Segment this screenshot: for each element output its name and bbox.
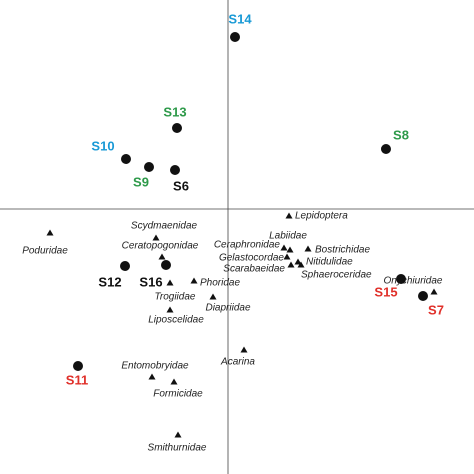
taxon-label: Labiidae [269, 231, 307, 242]
taxon-label: Acarina [220, 357, 255, 368]
sample-marker [170, 165, 180, 175]
taxon-marker [170, 378, 178, 385]
taxon-label: Diapriidae [205, 303, 250, 314]
taxon-label: Scarabaeidae [223, 264, 285, 275]
taxon-label: Ceraphronidae [214, 240, 281, 251]
sample-marker [230, 32, 240, 42]
sample-marker [381, 144, 391, 154]
sample-marker [396, 274, 406, 284]
taxon-label: Formicidae [153, 389, 203, 400]
taxon-label: Lepidoptera [295, 211, 348, 222]
taxon-marker [209, 293, 217, 300]
taxon-marker [286, 246, 294, 253]
sample-label: S10 [91, 138, 114, 153]
taxon-marker [283, 253, 291, 260]
sample-marker [161, 260, 171, 270]
taxon-marker [240, 346, 248, 353]
sample-label: S8 [393, 127, 409, 142]
taxon-marker [174, 431, 182, 438]
sample-label: S14 [228, 11, 252, 26]
taxon-label: Liposcelidae [148, 315, 204, 326]
taxon-label: Trogiidae [155, 292, 196, 303]
taxon-marker [285, 212, 293, 219]
taxon-label: Onychiuridae [384, 276, 443, 287]
taxon-label: Smithurnidae [148, 443, 207, 454]
taxon-marker [166, 306, 174, 313]
taxon-label: Gelastocordae [219, 253, 284, 264]
taxon-label: Poduridae [22, 246, 68, 257]
taxon-marker [166, 279, 174, 286]
sample-label: S9 [133, 174, 149, 189]
sample-label: S13 [163, 104, 186, 119]
sample-marker [73, 361, 83, 371]
sample-label: S16 [139, 274, 162, 289]
taxon-marker [46, 229, 54, 236]
taxon-label: Nitidulidae [306, 257, 353, 268]
sample-marker [418, 291, 428, 301]
sample-marker [120, 261, 130, 271]
taxon-marker [297, 261, 305, 268]
taxon-marker [152, 234, 160, 241]
taxon-marker [430, 288, 438, 295]
taxon-marker [304, 245, 312, 252]
sample-marker [121, 154, 131, 164]
taxon-marker [190, 277, 198, 284]
taxon-marker [158, 253, 166, 260]
taxon-marker [280, 244, 288, 251]
sample-label: S11 [66, 372, 88, 387]
taxon-label: Scydmaenidae [131, 221, 198, 232]
taxon-label: Sphaeroceridae [301, 270, 372, 281]
taxon-marker [287, 261, 295, 268]
sample-label: S6 [173, 178, 189, 193]
sample-marker [144, 162, 154, 172]
taxon-label: Bostrichidae [315, 245, 370, 256]
taxon-label: Entomobryidae [121, 361, 189, 372]
taxon-marker [148, 373, 156, 380]
taxon-label: Phoridae [200, 278, 240, 289]
sample-label: S15 [374, 284, 397, 299]
taxon-marker [294, 258, 302, 265]
sample-marker [172, 123, 182, 133]
sample-label: S7 [428, 302, 444, 317]
taxon-label: Ceratopogonidae [122, 241, 199, 252]
sample-label: S12 [98, 274, 121, 289]
